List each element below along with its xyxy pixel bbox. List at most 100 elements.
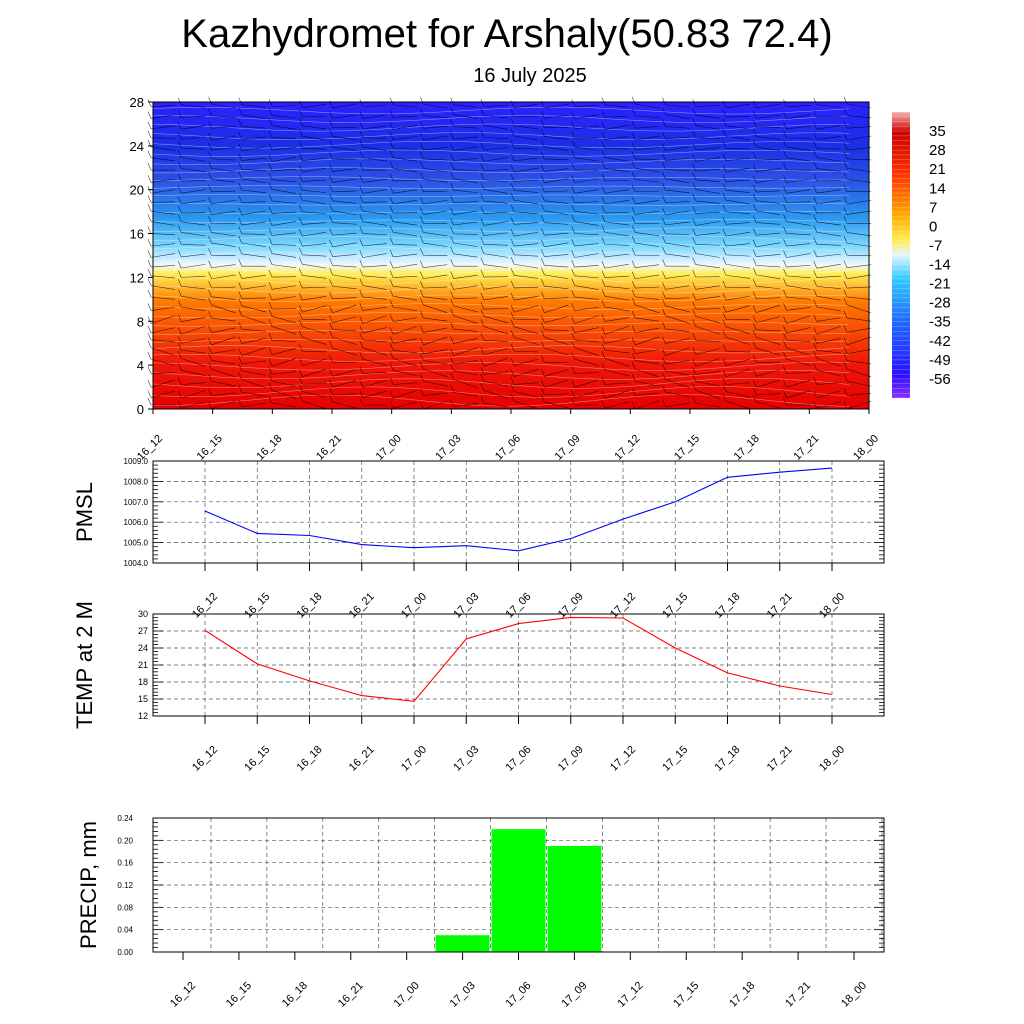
wind-barb — [268, 182, 297, 194]
x-tick-label: 17_18 — [732, 433, 762, 463]
wind-barb — [510, 384, 539, 398]
y-axis-title: PMSL — [72, 482, 97, 542]
colorbar-label: -14 — [929, 257, 951, 274]
wind-barb — [389, 110, 418, 118]
wind-barb — [480, 237, 508, 246]
wind-barb — [662, 271, 690, 279]
wind-barb — [752, 215, 781, 225]
wind-barb — [752, 341, 781, 356]
wind-barb — [420, 400, 448, 410]
wind-barb — [843, 353, 872, 365]
wind-barb — [783, 130, 811, 139]
wind-barb — [631, 346, 660, 354]
wind-barb — [147, 250, 176, 258]
wind-barb — [571, 379, 599, 388]
contour-line — [152, 243, 850, 251]
wind-barb — [722, 268, 750, 279]
y-tick-label: 0.20 — [117, 836, 133, 845]
wind-barb — [208, 172, 236, 183]
wind-barb — [631, 196, 660, 205]
wind-barb — [359, 175, 387, 183]
wind-barb — [571, 111, 599, 119]
x-tick-label: 17_21 — [765, 744, 795, 774]
wind-barb — [692, 228, 720, 236]
colorbar-label: -35 — [929, 314, 951, 331]
wind-barb — [662, 162, 690, 172]
wind-barb — [268, 309, 297, 324]
wind-barb — [389, 336, 418, 344]
wind-barb — [329, 394, 357, 409]
wind-barb — [783, 398, 811, 406]
wind-barb — [813, 205, 841, 214]
wind-barb — [450, 107, 478, 119]
contour-line — [152, 285, 850, 294]
wind-barb — [783, 99, 811, 107]
wind-barb — [662, 308, 690, 324]
y-tick-label: 12 — [130, 270, 144, 285]
wind-barb — [480, 206, 508, 214]
wind-barb — [631, 108, 660, 119]
wind-barb — [420, 248, 448, 257]
colorbar-label: -21 — [929, 276, 951, 293]
wind-barb — [480, 118, 508, 130]
x-tick-label: 17_12 — [615, 980, 645, 1010]
wind-barb — [329, 341, 357, 356]
wind-barb — [813, 141, 841, 150]
contour-line — [152, 194, 850, 198]
wind-barb — [510, 174, 539, 182]
x-tick-label: 18_00 — [817, 744, 847, 774]
wind-barb — [359, 278, 387, 290]
wind-barb — [783, 150, 811, 162]
wind-barb — [571, 162, 599, 171]
x-tick-label: 17_09 — [559, 980, 589, 1010]
wind-barb — [329, 355, 357, 363]
wind-barb — [571, 398, 599, 406]
wind-barb — [813, 336, 841, 344]
wind-barb — [480, 182, 508, 194]
wind-barb — [480, 257, 508, 269]
wind-barb — [722, 174, 750, 182]
wind-barb — [571, 226, 599, 236]
x-tick-label: 17_18 — [727, 980, 757, 1010]
wind-barb — [692, 309, 720, 324]
wind-barb — [601, 362, 629, 377]
x-tick-label: 18_00 — [851, 433, 881, 463]
wind-barb — [541, 394, 569, 409]
wind-barb — [268, 154, 297, 162]
wind-barb — [177, 342, 206, 354]
wind-barb — [722, 217, 750, 225]
wind-barb — [571, 214, 599, 226]
wind-barb — [722, 257, 751, 269]
wind-barb — [268, 172, 297, 183]
wind-barb — [783, 111, 811, 119]
wind-barb — [299, 174, 327, 182]
wind-barb — [299, 304, 327, 313]
wind-barb — [752, 355, 781, 363]
wind-barb — [389, 279, 418, 290]
wind-barb — [783, 340, 811, 356]
wind-barb — [238, 119, 266, 129]
wind-barb — [389, 249, 418, 258]
wind-barb — [480, 142, 508, 151]
wind-barb — [722, 384, 751, 398]
wind-barb — [692, 374, 720, 387]
wind-barb — [783, 250, 811, 258]
wind-barb — [420, 207, 448, 215]
wind-barb — [268, 282, 297, 290]
wind-barb — [299, 204, 327, 215]
contour-line — [152, 339, 850, 343]
wind-barb — [541, 315, 569, 323]
wind-barb — [541, 215, 569, 225]
wind-barb — [510, 118, 539, 130]
wind-barb — [268, 99, 297, 107]
wind-barb — [662, 399, 690, 407]
wind-barb — [510, 358, 539, 366]
wind-barb — [752, 322, 781, 332]
wind-barb — [843, 400, 872, 410]
wind-barb — [329, 267, 357, 280]
wind-barb — [510, 217, 539, 225]
wind-barb — [299, 268, 327, 279]
wind-barb — [601, 377, 629, 385]
wind-barb — [843, 161, 872, 173]
colorbar-label: -49 — [929, 352, 951, 369]
